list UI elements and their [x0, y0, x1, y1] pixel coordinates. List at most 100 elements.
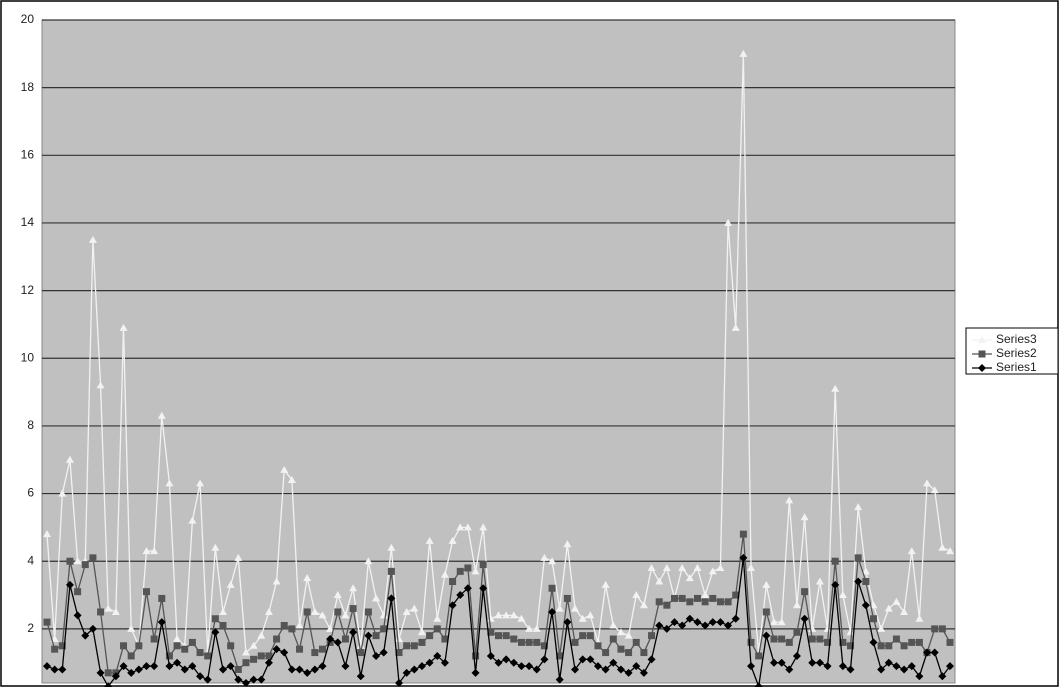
marker — [616, 665, 625, 674]
marker — [693, 618, 702, 627]
marker — [647, 655, 656, 664]
marker — [119, 323, 128, 331]
marker — [762, 608, 770, 616]
marker — [731, 323, 740, 331]
marker — [930, 486, 939, 494]
marker — [73, 611, 82, 620]
marker — [494, 611, 503, 619]
marker — [487, 628, 495, 636]
marker — [273, 635, 281, 643]
marker — [157, 411, 166, 419]
marker — [747, 662, 756, 671]
marker — [525, 638, 533, 646]
marker — [685, 614, 694, 623]
marker — [517, 662, 526, 671]
marker — [601, 665, 610, 674]
marker — [157, 618, 166, 627]
marker — [43, 618, 51, 626]
legend-label: Series3 — [996, 332, 1037, 346]
marker — [234, 665, 242, 673]
marker — [226, 580, 235, 588]
marker — [678, 621, 687, 630]
marker — [716, 618, 725, 627]
marker — [349, 605, 357, 613]
marker — [625, 649, 633, 657]
marker — [946, 662, 954, 671]
marker — [88, 624, 97, 633]
marker — [318, 662, 327, 671]
marker — [831, 557, 839, 565]
marker — [892, 635, 900, 643]
marker — [540, 553, 549, 561]
marker — [915, 614, 924, 622]
marker — [509, 611, 518, 619]
marker — [280, 648, 289, 657]
marker — [364, 557, 373, 565]
marker — [525, 624, 534, 632]
marker — [639, 601, 648, 609]
marker — [426, 632, 434, 640]
marker — [877, 624, 886, 632]
marker — [120, 642, 128, 650]
marker — [900, 642, 908, 650]
marker — [219, 621, 227, 629]
marker — [395, 635, 404, 643]
y-tick-label: 18 — [21, 80, 35, 94]
marker — [617, 645, 625, 653]
marker — [555, 604, 564, 612]
marker — [907, 547, 916, 555]
marker — [356, 672, 365, 681]
marker — [930, 648, 939, 657]
marker — [548, 584, 556, 592]
marker — [800, 513, 809, 521]
marker — [869, 638, 878, 647]
marker — [724, 218, 733, 226]
marker — [854, 554, 862, 562]
marker — [854, 503, 863, 511]
marker — [50, 665, 59, 674]
marker — [402, 668, 411, 677]
marker — [387, 594, 396, 603]
marker — [938, 672, 947, 681]
marker — [349, 628, 358, 637]
marker — [349, 584, 358, 592]
marker — [440, 570, 449, 578]
y-tick-label: 2 — [27, 621, 34, 635]
marker — [762, 580, 771, 588]
marker — [525, 662, 534, 671]
marker — [609, 658, 618, 667]
marker — [647, 563, 656, 571]
marker — [846, 628, 855, 636]
marker — [785, 638, 793, 646]
marker — [119, 662, 128, 671]
marker — [227, 642, 235, 650]
marker — [96, 668, 105, 677]
marker — [769, 618, 778, 626]
marker — [785, 496, 794, 504]
marker — [978, 350, 986, 358]
marker — [663, 601, 671, 609]
marker — [242, 659, 250, 667]
marker — [816, 635, 824, 643]
marker — [357, 649, 365, 657]
marker — [211, 543, 220, 551]
marker — [579, 632, 587, 640]
marker — [249, 641, 258, 649]
marker — [685, 574, 694, 582]
marker — [448, 601, 457, 610]
marker — [326, 624, 335, 632]
marker — [471, 567, 480, 575]
marker — [96, 381, 105, 389]
marker — [440, 658, 449, 667]
marker — [823, 662, 832, 671]
marker — [494, 658, 503, 667]
marker — [648, 632, 656, 640]
marker — [632, 638, 640, 646]
marker — [296, 645, 304, 653]
marker — [563, 540, 572, 548]
marker — [104, 682, 113, 687]
marker — [142, 662, 151, 671]
marker — [448, 536, 457, 544]
marker — [333, 591, 342, 599]
marker — [931, 625, 939, 633]
